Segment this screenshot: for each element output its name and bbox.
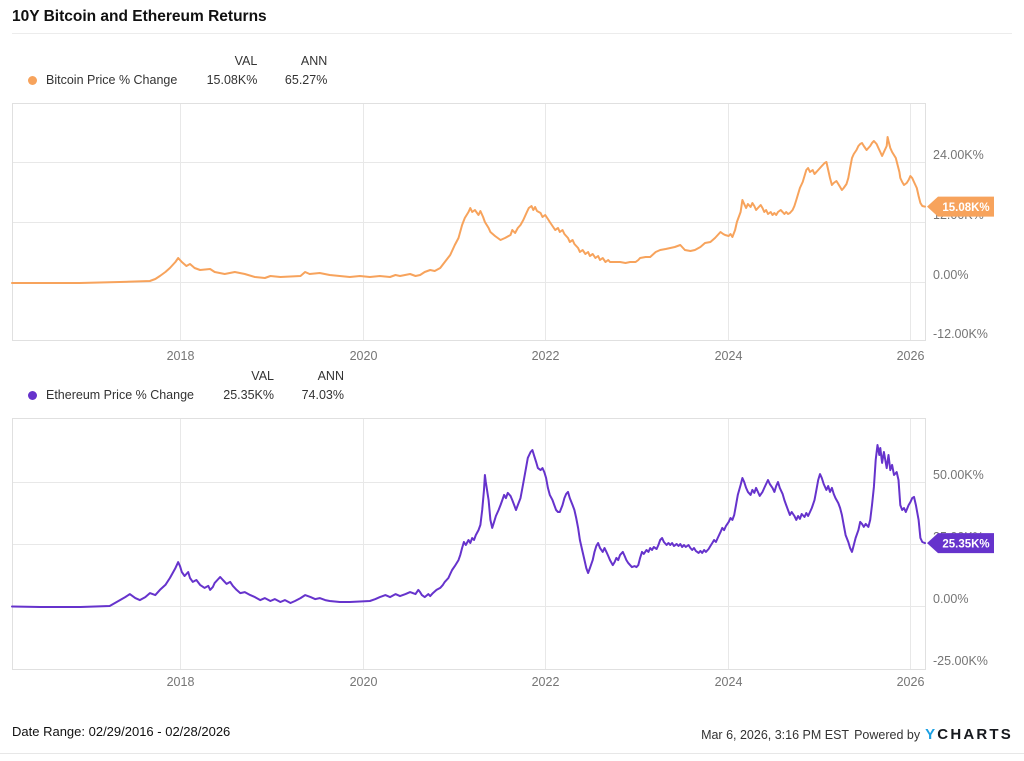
bitcoin-ann-value: 65.27% (284, 73, 328, 87)
bitcoin-series-dot-icon (28, 75, 37, 85)
date-range-label: Date Range: 02/29/2016 - 02/28/2026 (12, 724, 231, 739)
last-value-badge-label: 15.08K% (942, 202, 989, 214)
title-divider (12, 33, 1012, 34)
x-tick-label: 2020 (350, 675, 378, 689)
ethereum-legend: VAL ANN Ethereum Price % Change 25.35K% … (12, 369, 344, 402)
last-value-badge-label: 25.35K% (942, 539, 989, 551)
x-tick-label: 2024 (715, 349, 743, 363)
x-tick-label: 2018 (167, 675, 195, 689)
y-tick-label: 0.00% (933, 592, 968, 606)
ycharts-logo: YCHARTS (925, 726, 1013, 743)
y-tick-label: 50.00K% (933, 468, 984, 482)
ann-column-header: ANN (300, 54, 328, 68)
series-line (11, 136, 926, 284)
val-column-header: VAL (234, 54, 258, 68)
series-line (11, 444, 926, 608)
footer-powered-by: Powered by (854, 727, 921, 742)
ethereum-chart[interactable]: 2018202020222024202650.00K%25.00K%0.00%-… (0, 418, 1024, 698)
x-tick-label: 2020 (350, 349, 378, 363)
x-tick-label: 2024 (715, 675, 743, 689)
plot-border (12, 103, 926, 341)
val-column-header: VAL (251, 369, 274, 383)
ethereum-series-dot-icon (28, 390, 37, 400)
ann-column-header: ANN (317, 369, 344, 383)
plot-border (12, 418, 926, 670)
bitcoin-series-label: Bitcoin Price % Change (46, 73, 178, 87)
x-tick-label: 2022 (532, 675, 560, 689)
bitcoin-val-value: 15.08K% (206, 73, 258, 87)
footer-attribution: Mar 6, 2026, 3:16 PM EST Powered by YCHA… (701, 726, 1013, 743)
last-value-badge (927, 196, 994, 217)
footer-timestamp: Mar 6, 2026, 3:16 PM EST (701, 727, 850, 742)
last-value-badge (927, 533, 994, 554)
legend-header-spacer (12, 369, 194, 383)
ethereum-val-value: 25.35K% (223, 388, 274, 402)
x-tick-label: 2026 (897, 349, 925, 363)
ycharts-logo-y: Y (925, 726, 938, 743)
y-tick-label: -12.00K% (933, 327, 988, 341)
x-tick-label: 2018 (167, 349, 195, 363)
bottom-divider (0, 753, 1024, 754)
legend-header-spacer (12, 54, 177, 68)
ethereum-series-label: Ethereum Price % Change (46, 388, 194, 402)
bitcoin-legend: VAL ANN Bitcoin Price % Change 15.08K% 6… (12, 54, 327, 87)
y-tick-label: 24.00K% (933, 148, 984, 162)
x-tick-label: 2026 (897, 675, 925, 689)
ethereum-ann-value: 74.03% (301, 388, 344, 402)
bitcoin-chart[interactable]: 2018202020222024202624.00K%12.00K%0.00%-… (0, 103, 1024, 365)
x-tick-label: 2022 (532, 349, 560, 363)
y-tick-label: -25.00K% (933, 654, 988, 668)
ycharts-logo-charts: CHARTS (937, 726, 1013, 743)
y-tick-label: 0.00% (933, 268, 968, 282)
page-title: 10Y Bitcoin and Ethereum Returns (12, 8, 267, 25)
